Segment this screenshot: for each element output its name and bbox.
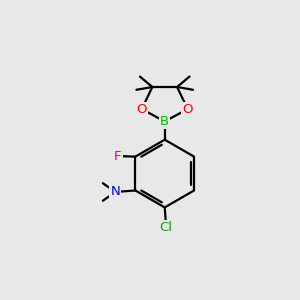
Text: O: O xyxy=(182,103,193,116)
Text: F: F xyxy=(114,149,122,163)
Text: O: O xyxy=(136,103,147,116)
Text: Cl: Cl xyxy=(160,221,173,234)
Text: N: N xyxy=(110,185,120,199)
Text: B: B xyxy=(160,115,169,128)
